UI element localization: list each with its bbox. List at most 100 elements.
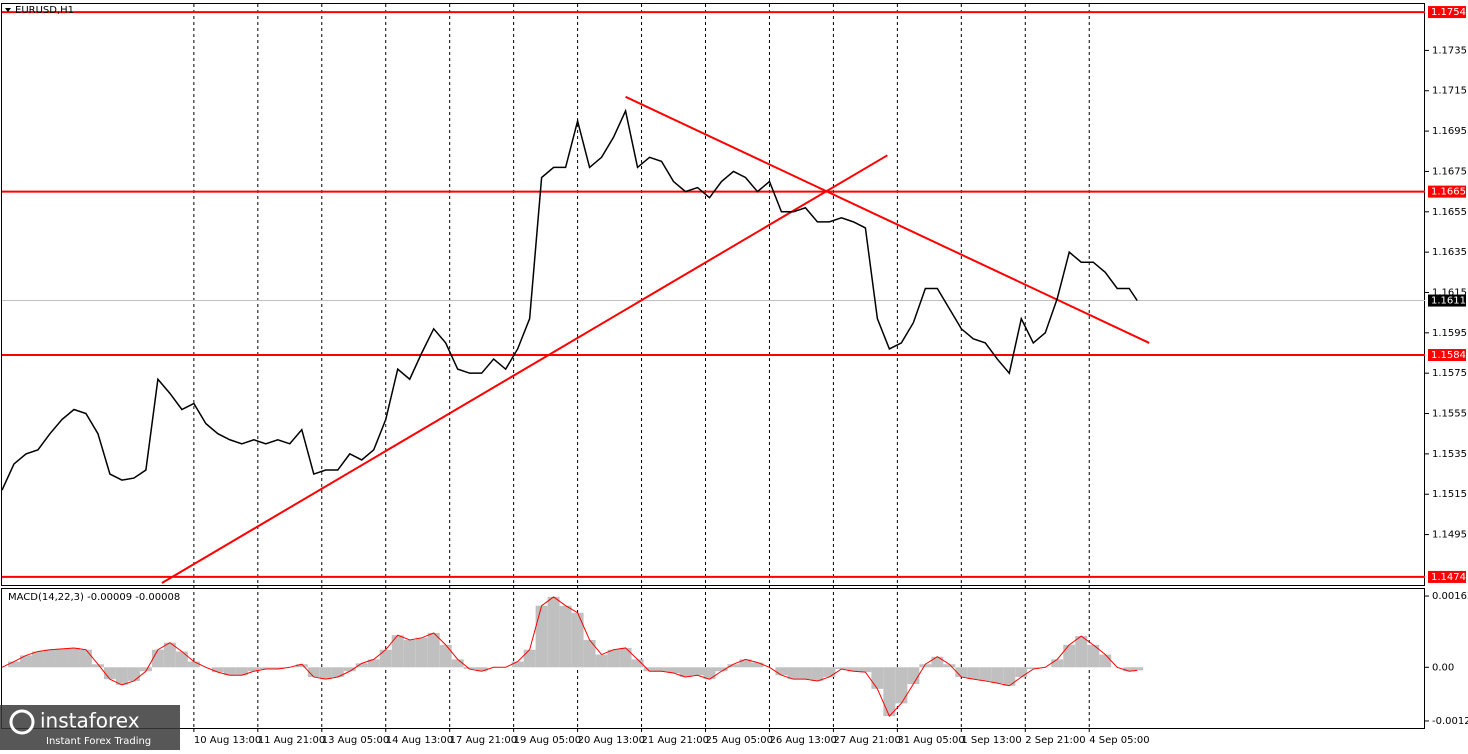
x-tick-label: 25 Aug 05:00 xyxy=(706,735,773,746)
y-tick-label: 1.1715 xyxy=(1432,86,1467,97)
x-tick-label: 13 Aug 05:00 xyxy=(322,735,389,746)
price-line xyxy=(1,108,1138,491)
macd-bar xyxy=(163,642,176,668)
x-tick-label: 21 Aug 21:00 xyxy=(642,735,709,746)
macd-bar xyxy=(811,667,824,681)
macd-bar xyxy=(715,667,728,672)
macd-bar xyxy=(607,649,620,668)
level-label: 1.1754 xyxy=(1431,7,1466,18)
macd-bar xyxy=(139,667,152,672)
macd-bar xyxy=(379,649,392,668)
macd-title: MACD(14,22,3) -0.00009 -0.00008 xyxy=(8,592,180,603)
y-tick-label: 1.1595 xyxy=(1432,328,1467,339)
watermark-tagline: Instant Forex Trading xyxy=(46,736,151,747)
y-tick-label: 1.1615 xyxy=(1432,287,1467,298)
macd-bar xyxy=(643,667,656,672)
macd-y-tick-label: -0.00122 xyxy=(1432,716,1468,727)
current-price-box xyxy=(1428,294,1466,307)
macd-bar xyxy=(391,635,404,668)
macd-bar xyxy=(595,654,608,668)
macd-bar xyxy=(619,647,632,668)
macd-bar xyxy=(1027,667,1040,670)
macd-bar xyxy=(19,655,32,668)
macd-bar xyxy=(367,659,380,668)
macd-bar xyxy=(271,667,284,670)
macd-bar xyxy=(31,651,44,668)
macd-bar xyxy=(703,667,716,680)
title-arrow xyxy=(5,8,11,12)
x-tick-label: 31 Aug 05:00 xyxy=(897,735,964,746)
level-label-box xyxy=(1428,6,1466,19)
macd-bar xyxy=(7,661,20,668)
y-tick-label: 1.1635 xyxy=(1432,247,1467,258)
macd-bar xyxy=(739,659,752,668)
macd-bar xyxy=(559,605,572,668)
y-tick-label: 1.1695 xyxy=(1432,126,1467,137)
macd-bar xyxy=(667,667,680,674)
macd-bar xyxy=(103,667,116,680)
macd-bar xyxy=(151,649,164,668)
macd-bar xyxy=(847,667,860,672)
trendline xyxy=(625,95,1150,344)
macd-bar xyxy=(967,667,980,680)
level-label-box xyxy=(1428,349,1466,362)
macd-bar xyxy=(211,667,224,673)
macd-bar xyxy=(235,667,248,676)
x-tick-label: 19 Aug 05:00 xyxy=(514,735,581,746)
macd-bar xyxy=(451,659,464,668)
macd-bar xyxy=(523,649,536,668)
macd-bar xyxy=(691,667,704,676)
y-tick-label: 1.1575 xyxy=(1432,368,1467,379)
level-label-box xyxy=(1428,185,1466,198)
macd-bar xyxy=(1123,667,1136,672)
macd-bar xyxy=(1099,654,1112,668)
macd-bar xyxy=(751,662,764,668)
macd-bar xyxy=(115,667,128,685)
macd-bar xyxy=(871,667,884,689)
y-tick-label: 1.1655 xyxy=(1432,207,1467,218)
macd-bar xyxy=(307,667,320,677)
macd-bar xyxy=(295,664,308,668)
x-tick-label: 17 Aug 21:00 xyxy=(450,735,517,746)
y-tick-label: 1.1555 xyxy=(1432,409,1467,420)
macd-bar xyxy=(571,612,584,668)
macd-bar xyxy=(403,640,416,668)
macd-bar xyxy=(547,596,560,668)
macd-bar xyxy=(907,667,920,685)
macd-bar xyxy=(43,649,56,668)
macd-bar xyxy=(355,663,368,668)
macd-bar xyxy=(1075,636,1088,668)
macd-bar xyxy=(583,640,596,668)
x-tick-label: 20 Aug 13:00 xyxy=(578,735,645,746)
level-label: 1.1665 xyxy=(1431,187,1466,198)
macd-bar xyxy=(835,667,848,670)
macd-bar xyxy=(175,651,188,668)
macd-bar xyxy=(679,667,692,677)
macd-bar xyxy=(463,667,476,670)
macd-bar xyxy=(319,667,332,680)
x-tick-label: 26 Aug 13:00 xyxy=(769,735,836,746)
macd-bar xyxy=(1063,644,1076,668)
y-tick-label: 1.1675 xyxy=(1432,166,1467,177)
macd-bar xyxy=(127,667,140,681)
macd-bar xyxy=(1015,667,1028,677)
chart-title: EURUSD,H1 xyxy=(15,5,74,16)
price-panel-frame xyxy=(1,3,1425,586)
macd-bar xyxy=(799,667,812,680)
macd-bar xyxy=(247,667,260,672)
y-tick-label: 1.1735 xyxy=(1432,45,1467,56)
macd-bar xyxy=(979,667,992,681)
macd-bar xyxy=(67,647,80,668)
macd-bar xyxy=(859,667,872,673)
macd-bar xyxy=(91,664,104,668)
macd-bar xyxy=(259,667,272,670)
macd-bar xyxy=(631,659,644,668)
macd-bar xyxy=(79,649,92,668)
level-label: 1.1584 xyxy=(1431,350,1466,361)
macd-bar xyxy=(727,664,740,668)
macd-bar xyxy=(955,667,968,677)
macd-bar xyxy=(535,605,548,668)
watermark-logo xyxy=(9,709,35,735)
x-tick-label: 1 Sep 13:00 xyxy=(961,735,1021,746)
